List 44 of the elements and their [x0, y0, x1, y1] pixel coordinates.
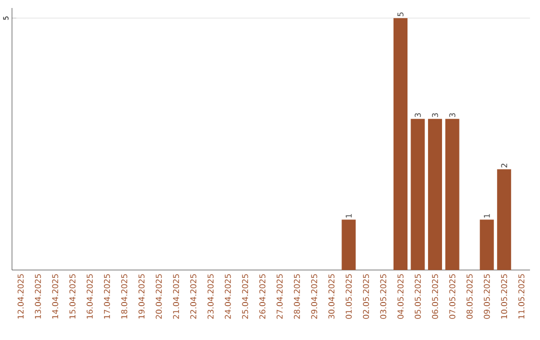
x-tick-label: 06.05.2025	[432, 274, 438, 319]
x-tick-label: 09.05.2025	[484, 274, 490, 319]
x-tick-label: 19.04.2025	[138, 274, 145, 318]
x-tick-label: 07.05.2025	[449, 274, 456, 319]
x-tick-label: 17.04.2025	[104, 274, 110, 318]
bar	[480, 220, 494, 270]
x-tick-label: 03.05.2025	[380, 274, 386, 319]
bar	[394, 18, 408, 270]
bar	[342, 220, 356, 270]
x-tick-label: 28.04.2025	[294, 274, 300, 319]
data-label: 5	[398, 12, 404, 16]
x-tick-label: 22.04.2025	[190, 274, 196, 319]
x-tick-label: 13.04.2025	[34, 274, 41, 318]
x-tick-label: 27.04.2025	[276, 274, 283, 319]
x-tick-label: 30.04.2025	[328, 274, 334, 319]
x-tick-label: 16.04.2025	[86, 274, 93, 318]
bar	[445, 118, 460, 270]
x-tick-label: 14.04.2025	[52, 274, 58, 318]
x-tick-label: 04.05.2025	[397, 274, 404, 319]
data-label: 1	[346, 214, 352, 218]
x-tick-label: 26.04.2025	[259, 274, 266, 319]
x-tick-label: 21.04.2025	[173, 274, 180, 319]
data-label: 2	[501, 164, 508, 168]
x-tick-label: 05.05.2025	[414, 274, 421, 319]
bar	[410, 118, 425, 270]
data-label: 1	[484, 214, 490, 218]
x-tick-label: 23.04.2025	[208, 274, 214, 319]
data-label: 3	[449, 113, 456, 118]
x-tick-label: 02.05.2025	[362, 274, 369, 319]
x-tick-label: 29.04.2025	[311, 274, 318, 319]
x-tick-label: 10.05.2025	[501, 274, 508, 318]
x-tick-label: 20.04.2025	[156, 274, 162, 319]
x-tick-label: 01.05.2025	[346, 274, 352, 319]
x-tick-label: 25.04.2025	[242, 274, 248, 319]
x-tick-label: 08.05.2025	[466, 274, 473, 319]
bar	[497, 169, 512, 270]
x-tick-label: 24.04.2025	[224, 274, 231, 319]
bar	[428, 118, 442, 270]
data-label: 3	[432, 113, 438, 118]
x-tick-label: 18.04.2025	[121, 274, 128, 318]
x-tick-label: 11.05.2025	[518, 274, 524, 318]
data-label: 3	[414, 113, 421, 118]
x-tick-label: 12.04.2025	[18, 274, 24, 318]
x-tick-label: 15.04.2025	[69, 274, 76, 318]
